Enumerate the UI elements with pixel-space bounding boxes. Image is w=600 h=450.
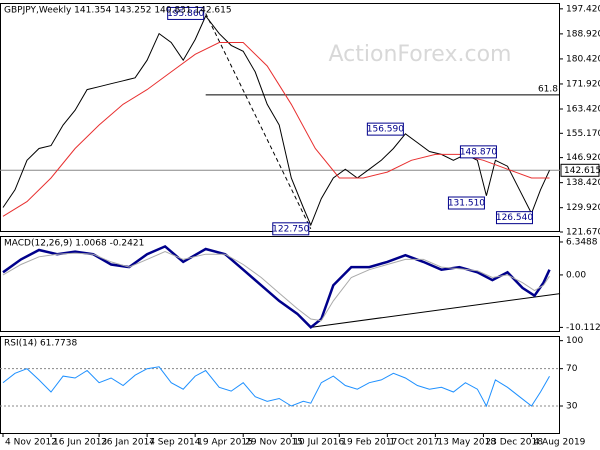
annotation-box: [272, 222, 310, 236]
fib-label: 61.8: [538, 84, 558, 94]
panel-frame: [0, 336, 560, 434]
x-tick-label: 23 Dec 2018: [485, 438, 543, 448]
y-tick-label: 0.00: [566, 270, 586, 280]
panel-frame: [0, 236, 560, 332]
annotation-label: 131.510: [448, 199, 485, 209]
x-tick-label: 1 Oct 2017: [389, 438, 439, 448]
annotation-label: 126.540: [496, 213, 533, 223]
x-tick-label: 10 Jul 2016: [293, 438, 344, 448]
annotation-box: [447, 196, 485, 210]
y-tick-label: 121.670: [566, 228, 600, 238]
x-tick-label: 29 Nov 2015: [245, 438, 303, 448]
swing-line: [205, 13, 312, 230]
y-tick-label: 155.170: [566, 129, 600, 139]
annotation-box: [495, 211, 533, 225]
last-price-box: [560, 163, 600, 177]
y-tick-label: 146.920: [566, 153, 600, 163]
y-tick-label: 188.920: [566, 29, 600, 39]
last-price-label: 142.615: [564, 166, 600, 176]
annotation-box: [167, 6, 205, 20]
y-tick-label: 30: [566, 402, 578, 412]
series-line: [2, 42, 550, 217]
panel-title: GBPJPY,Weekly 141.354 143.252 140.831 14…: [4, 6, 232, 16]
x-tick-label: 4 Aug 2019: [533, 438, 585, 448]
series-line: [2, 366, 550, 408]
y-tick-label: 180.420: [566, 54, 600, 64]
trendline: [310, 293, 561, 328]
y-tick-label: 6.3488: [566, 237, 598, 247]
series-line: [2, 244, 551, 329]
x-tick-label: 4 Nov 2012: [5, 438, 57, 448]
panel-title: MACD(12,26,9) 1.0068 -0.2421: [4, 239, 144, 249]
annotation-label: 122.750: [272, 224, 309, 234]
x-tick-label: 13 May 2018: [437, 438, 496, 448]
x-tick-label: 19 Feb 2017: [341, 438, 397, 448]
x-tick-label: 19 Apr 2015: [197, 438, 253, 448]
annotation-label: 148.870: [460, 147, 497, 157]
y-tick-label: 100: [566, 336, 583, 346]
y-tick-label: 70: [566, 364, 578, 374]
annotation-box: [366, 122, 404, 136]
y-tick-label: 197.420: [566, 4, 600, 14]
x-tick-label: 16 Jun 2013: [53, 438, 107, 448]
panel-title: RSI(14) 61.7738: [4, 339, 77, 349]
annotation-label: 195.860: [167, 9, 204, 19]
x-tick-label: 7 Sep 2014: [149, 438, 201, 448]
watermark: ActionForex.com: [329, 42, 512, 67]
series-line: [2, 251, 550, 322]
annotation-label: 156.590: [367, 125, 404, 135]
y-tick-label: -10.1129: [566, 323, 600, 333]
annotation-box: [459, 145, 497, 159]
y-tick-label: 171.920: [566, 79, 600, 89]
x-tick-label: 26 Jan 2014: [101, 438, 155, 448]
y-tick-label: 138.420: [566, 178, 600, 188]
y-tick-label: 163.420: [566, 105, 600, 115]
y-tick-label: 129.920: [566, 203, 600, 213]
